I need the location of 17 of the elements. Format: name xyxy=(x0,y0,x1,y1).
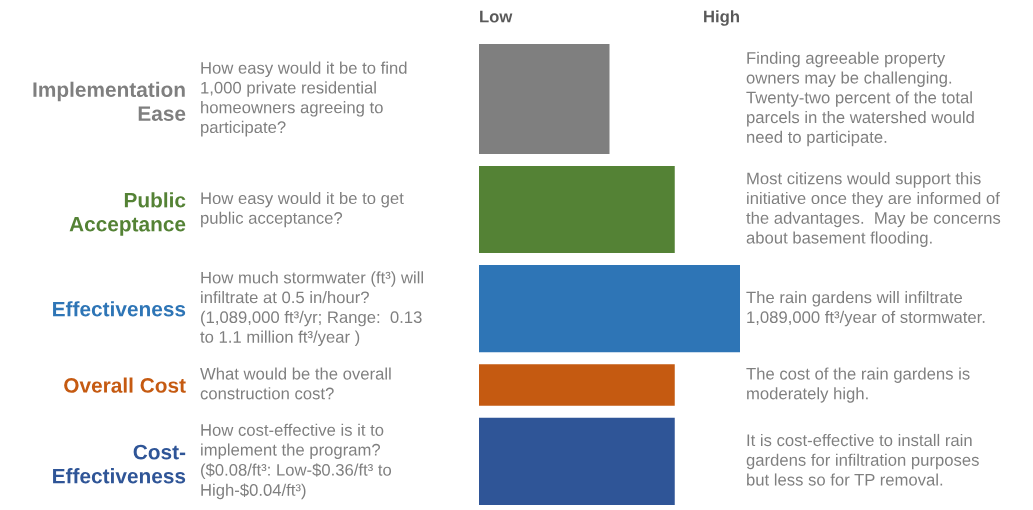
text: The cost of the rain gardens is moderately high. xyxy=(746,367,970,403)
text: How easy would it be to get public acceptance? xyxy=(201,191,404,228)
text: The rain gardens will infiltrate 1,089,000 ft³/year of stormwater. xyxy=(746,291,985,327)
y-tick-label: Public Acceptance xyxy=(69,192,186,236)
text: Most citizens would support this initiative once they are informed of the advantages. May be concerns about basement flooding. xyxy=(746,172,1001,247)
y-tick-label: Implementation Ease xyxy=(33,81,186,121)
text: How easy would it be to find 1,000 private residential homeowners agreeing to participate? xyxy=(201,61,407,137)
text: Finding agreeable property owners may be challenging. Twenty-two percent of the total parcels in the watershed would need to participate. xyxy=(746,51,974,147)
text: Low xyxy=(480,10,513,23)
y-tick-label: Cost- Effectiveness xyxy=(53,444,186,484)
text: How much stormwater (ft³) will infiltrate at 0.5 in/hour? (1,089,000 ft³/yr; Range: 0.13 to 1.1 million ft³/year ) xyxy=(200,271,423,347)
text: How cost-effective is it to implement the program? ($0.08/ft³: Low-$0.36/ft³ to High-$0.04/ft³) xyxy=(201,423,392,500)
text: It is cost-effective to install rain gardens for infiltration purposes but less so for TP removal. xyxy=(746,433,979,486)
y-tick-label: Overall Cost xyxy=(64,377,186,393)
y-tick-label: Effectiveness xyxy=(53,301,186,317)
text: High xyxy=(704,10,739,26)
text: What would be the overall construction cost? xyxy=(200,367,391,400)
